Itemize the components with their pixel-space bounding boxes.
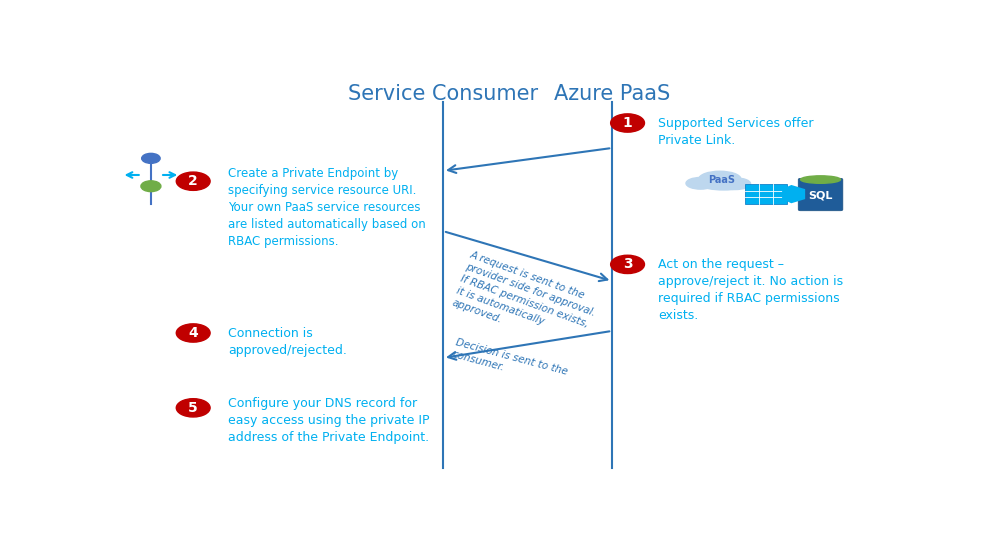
Text: Connection is
approved/rejected.: Connection is approved/rejected. — [228, 327, 346, 357]
Text: Service Consumer: Service Consumer — [348, 84, 538, 104]
Text: Create a Private Endpoint by
specifying service resource URI.
Your own PaaS serv: Create a Private Endpoint by specifying … — [228, 167, 426, 248]
Circle shape — [177, 399, 210, 417]
Text: Azure PaaS: Azure PaaS — [555, 84, 671, 104]
FancyBboxPatch shape — [799, 178, 843, 211]
Text: 1: 1 — [623, 116, 633, 130]
FancyBboxPatch shape — [745, 184, 788, 204]
Ellipse shape — [801, 176, 840, 183]
Text: 5: 5 — [188, 401, 198, 415]
Text: PaaS: PaaS — [708, 174, 735, 185]
Circle shape — [141, 181, 161, 192]
Text: Decision is sent to the
consumer.: Decision is sent to the consumer. — [450, 337, 568, 389]
Circle shape — [611, 114, 645, 132]
Ellipse shape — [698, 171, 741, 187]
Circle shape — [177, 172, 210, 191]
Text: Configure your DNS record for
easy access using the private IP
address of the Pr: Configure your DNS record for easy acces… — [228, 397, 430, 444]
Text: Act on the request –
approve/reject it. No action is
required if RBAC permission: Act on the request – approve/reject it. … — [659, 258, 843, 322]
Text: 2: 2 — [188, 174, 198, 188]
Text: 3: 3 — [623, 258, 632, 272]
Ellipse shape — [720, 178, 751, 190]
Text: 4: 4 — [188, 326, 198, 340]
Ellipse shape — [702, 181, 745, 190]
Circle shape — [142, 153, 160, 163]
Polygon shape — [782, 185, 806, 203]
Text: A request is sent to the
provider side for approval.
If RBAC permission exists,
: A request is sent to the provider side f… — [450, 250, 601, 354]
Circle shape — [177, 324, 210, 342]
Text: Supported Services offer
Private Link.: Supported Services offer Private Link. — [659, 117, 813, 147]
Text: SQL: SQL — [808, 191, 832, 201]
Ellipse shape — [686, 178, 715, 189]
Circle shape — [611, 255, 645, 274]
